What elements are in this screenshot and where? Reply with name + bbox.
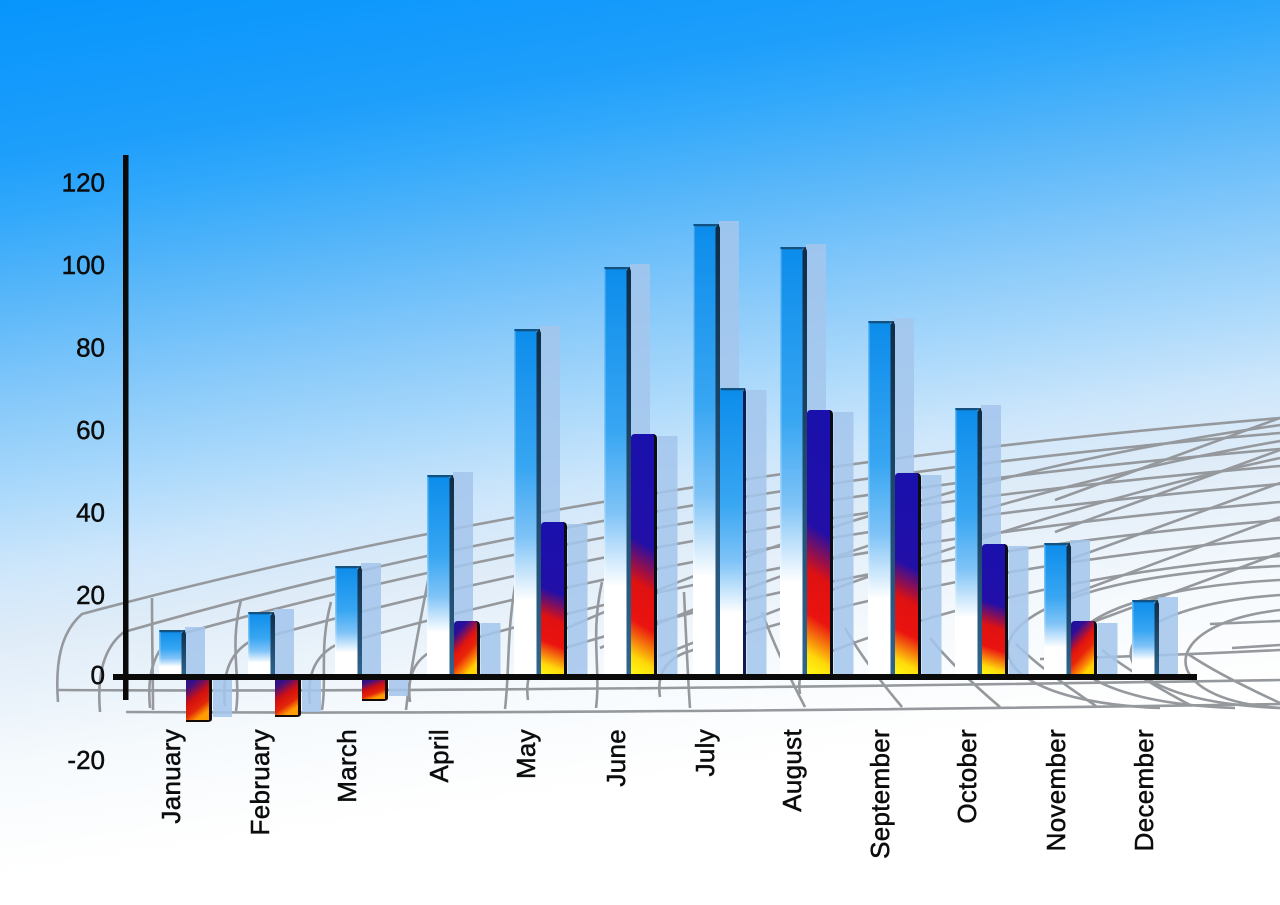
svg-text:October: October bbox=[952, 729, 982, 824]
svg-text:0: 0 bbox=[91, 660, 105, 690]
svg-text:December: December bbox=[1129, 729, 1159, 851]
svg-text:80: 80 bbox=[76, 333, 105, 363]
svg-text:60: 60 bbox=[76, 415, 105, 445]
svg-text:March: March bbox=[332, 729, 362, 803]
svg-text:20: 20 bbox=[76, 580, 105, 610]
svg-text:120: 120 bbox=[62, 168, 105, 198]
svg-text:September: September bbox=[865, 729, 895, 859]
svg-text:-20: -20 bbox=[67, 745, 105, 775]
svg-text:January: January bbox=[156, 729, 186, 824]
svg-text:August: August bbox=[777, 729, 807, 812]
svg-text:July: July bbox=[690, 729, 720, 776]
svg-text:November: November bbox=[1041, 729, 1071, 851]
svg-text:February: February bbox=[245, 729, 275, 835]
svg-text:40: 40 bbox=[76, 498, 105, 528]
svg-text:April: April bbox=[424, 729, 454, 783]
svg-text:May: May bbox=[511, 729, 541, 779]
svg-text:100: 100 bbox=[62, 250, 105, 280]
svg-text:June: June bbox=[601, 729, 631, 787]
